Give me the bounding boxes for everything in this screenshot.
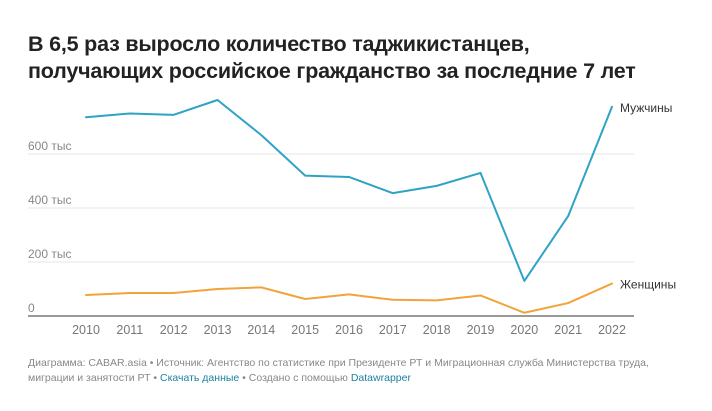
x-tick-label: 2020 — [510, 323, 538, 337]
y-tick-label: 600 тыс — [28, 139, 71, 153]
x-tick-label: 2010 — [72, 323, 100, 337]
y-axis: 0 200 тыс 400 тыс 600 тыс — [28, 139, 71, 315]
footer-source: Диаграмма: CABAR.asia • Источник: Агентс… — [28, 357, 649, 384]
x-tick-label: 2011 — [116, 323, 143, 337]
series-label: Мужчины — [620, 101, 672, 115]
series-label: Женщины — [620, 278, 676, 292]
x-axis: 2010 2011 2012 2013 2014 2015 2016 2017 2018 2019… — [28, 315, 634, 337]
x-tick-label: 2013 — [204, 323, 232, 337]
chart-title: В 6,5 раз выросло количество таджикистан… — [28, 31, 698, 85]
title-line-1: В 6,5 раз выросло количество таджикистан… — [28, 32, 530, 56]
women-line — [85, 282, 613, 314]
chart-footer: Диаграмма: CABAR.asia • Источник: Агентс… — [28, 356, 688, 386]
series: Мужчины Женщины — [85, 99, 676, 314]
x-tick-label: 2022 — [598, 323, 626, 337]
x-tick-label: 2015 — [291, 323, 319, 337]
x-tick-label: 2019 — [467, 323, 495, 337]
y-tick-label: 400 тыс — [28, 193, 71, 207]
x-tick-label: 2016 — [335, 323, 363, 337]
x-tick-label: 2018 — [423, 323, 451, 337]
footer-created-with: • Создано с помощью — [239, 372, 351, 384]
x-tick-label: 2021 — [554, 323, 582, 337]
datawrapper-link[interactable]: Datawrapper — [350, 372, 411, 384]
x-tick-label: 2017 — [379, 323, 407, 337]
title-line-2: получающих российское гражданство за пос… — [28, 59, 636, 83]
men-line — [85, 99, 613, 282]
gridlines — [28, 153, 634, 263]
y-tick-label: 0 — [28, 301, 35, 315]
y-tick-label: 200 тыс — [28, 247, 71, 261]
x-tick-label: 2014 — [247, 323, 275, 337]
x-tick-label: 2012 — [160, 323, 188, 337]
download-data-link[interactable]: Скачать данные — [160, 372, 240, 384]
